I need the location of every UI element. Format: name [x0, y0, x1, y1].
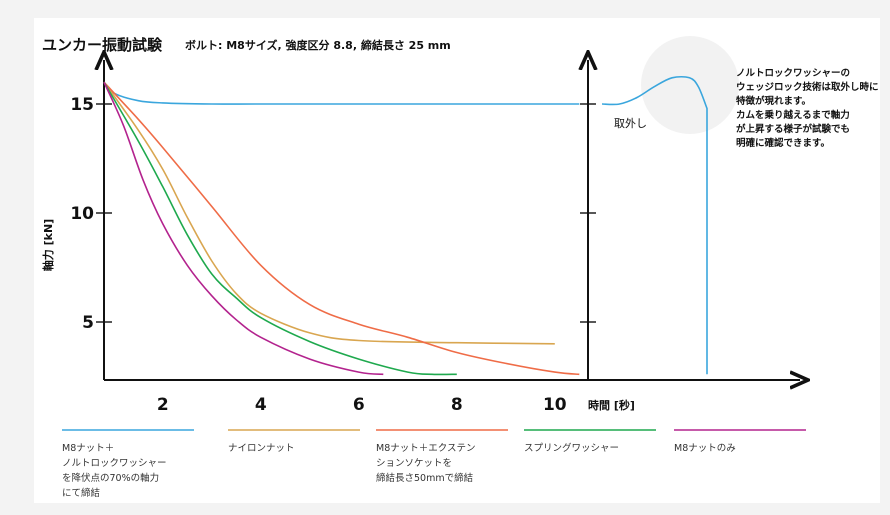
annotation-line: が上昇する様子が試験でも [736, 123, 850, 135]
x-tick-label: 6 [353, 395, 365, 415]
series-line-5 [103, 81, 384, 376]
x-tick-label: 4 [255, 395, 267, 415]
legend-label: ナイロンナット [228, 443, 295, 454]
legend-label: 締結長さ50mmで締結 [376, 472, 474, 484]
legend-label: にて締結 [62, 487, 101, 499]
legend-label: M8ナットのみ [674, 443, 736, 454]
series-line-4 [103, 81, 457, 376]
removal-curve [601, 75, 708, 375]
legend-label: ノルトロックワッシャー [62, 458, 167, 469]
legend-label: M8ナット＋ [62, 443, 114, 454]
y-tick-label: 5 [82, 313, 94, 333]
x-tick-label: 2 [157, 395, 169, 415]
legend-label: スプリングワッシャー [524, 442, 619, 454]
x-axis-label: 時間 [秒] [588, 398, 635, 412]
y-tick-label: 10 [70, 204, 94, 224]
annotation-line: カムを乗り越えるまで軸力 [736, 109, 850, 121]
series-line-3 [103, 81, 580, 376]
chart-panel [34, 18, 880, 503]
series-line-1 [103, 81, 580, 105]
x-tick-label: 8 [451, 395, 463, 415]
series-line-2 [103, 81, 555, 345]
removal-label: 取外し [614, 117, 647, 130]
chart-subtitle: ボルト: M8サイズ, 強度区分 8.8, 締結長さ 25 mm [185, 38, 451, 52]
annotation-line: ウェッジロック技術は取外し時に [736, 81, 879, 93]
legend-label: を降伏点の70%の軸力 [62, 472, 159, 484]
highlight-circle [641, 36, 739, 134]
y-axis-label: 軸力 [kN] [41, 219, 55, 271]
annotation-line: 明確に確認できます。 [736, 137, 830, 149]
x-tick-label: 10 [543, 395, 567, 415]
y-tick-label: 15 [70, 95, 94, 115]
annotation-line: 特徴が現れます。 [736, 95, 811, 107]
annotation-line: ノルトロックワッシャーの [736, 68, 850, 79]
legend-label: ションソケットを [376, 458, 452, 469]
annotation: ノルトロックワッシャーのウェッジロック技術は取外し時に特徴が現れます。カムを乗り… [736, 68, 879, 149]
legend-label: M8ナット＋エクステン [376, 443, 475, 454]
chart-title: ユンカー振動試験 [42, 36, 163, 54]
